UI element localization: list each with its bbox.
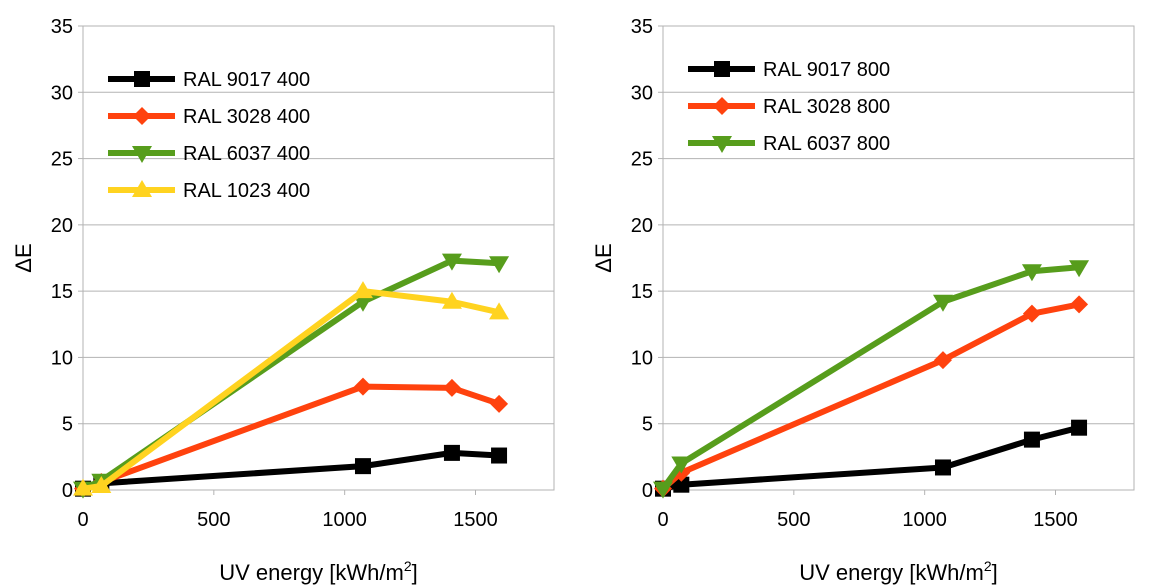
series-line: [660, 301, 1083, 492]
plot-frame: [662, 25, 1135, 491]
x-tick-label: 500: [777, 509, 810, 531]
y-tick-label: 15: [631, 281, 653, 303]
series-3: [653, 260, 1090, 499]
y-tick-label: 10: [631, 347, 653, 369]
x-tick-label: 0: [77, 509, 88, 531]
y-axis-title: ΔE: [591, 243, 616, 272]
series-line: [80, 449, 503, 492]
data-point: [932, 294, 953, 312]
x-axis-title: UV energy [kWh/m2]: [799, 558, 998, 585]
legend-swatch-marker: [713, 97, 731, 115]
data-point: [352, 294, 373, 312]
legend-label: RAL 9017 400: [183, 69, 310, 91]
data-point: [1069, 260, 1090, 278]
legend-label: RAL 3028 800: [763, 96, 890, 118]
data-point: [673, 476, 690, 493]
x-axis-title-sup: 2: [404, 558, 412, 574]
series-2: [654, 295, 1089, 498]
data-point: [671, 456, 692, 474]
legend-swatch-marker: [714, 61, 730, 77]
x-axis-title: UV energy [kWh/m2]: [219, 558, 418, 585]
data-point: [352, 281, 373, 299]
legend-swatch-marker: [134, 71, 150, 87]
data-point: [491, 447, 508, 464]
x-tick-label: 500: [197, 509, 230, 531]
data-point: [1021, 264, 1042, 282]
data-point: [441, 291, 462, 309]
legend-item: RAL 9017 400: [108, 69, 310, 91]
data-point: [933, 351, 952, 370]
y-tick-label: 35: [631, 16, 653, 38]
x-axis-title-end: ]: [412, 560, 418, 585]
legend-item: RAL 6037 800: [688, 133, 890, 155]
legend-item: RAL 9017 800: [688, 59, 890, 81]
legend-label: RAL 6037 800: [763, 133, 890, 155]
legend: RAL 9017 800 RAL 3028 800 RAL 6037 800: [688, 59, 890, 155]
data-point: [934, 459, 951, 476]
data-point: [653, 481, 673, 499]
data-point: [489, 302, 510, 320]
series-4: [73, 281, 510, 496]
x-tick-label: 1500: [453, 509, 498, 531]
y-tick-label: 25: [51, 149, 73, 171]
data-point: [1023, 431, 1040, 448]
y-tick-label: 0: [62, 480, 73, 502]
legend-item: RAL 6037 400: [108, 143, 310, 165]
chart-panel-1: 0 5 10 15 20 25 30 35 0 500 1000 1500 ΔE UV energy [k…: [11, 16, 555, 585]
x-axis-title-sup: 2: [984, 558, 992, 574]
y-tick-label: 25: [631, 149, 653, 171]
legend-item: RAL 3028 400: [108, 106, 310, 128]
plot-frame: [82, 25, 555, 491]
data-point: [441, 253, 462, 271]
x-axis-title-main: UV energy [kWh/m: [799, 560, 984, 585]
x-tick-label: 0: [657, 509, 668, 531]
x-tick-label: 1000: [902, 509, 947, 531]
y-tick-label: 10: [51, 347, 73, 369]
x-tick-label: 1500: [1033, 509, 1078, 531]
chart-panel-2: 0 5 10 15 20 25 30 35 0 500 1000 1500 ΔE UV energy [k…: [591, 16, 1135, 585]
legend-label: RAL 1023 400: [183, 180, 310, 202]
y-tick-label: 0: [642, 480, 653, 502]
legend: RAL 9017 400 RAL 3028 400 RAL 6037 400 RAL …: [108, 69, 310, 202]
y-tick-label: 35: [51, 16, 73, 38]
legend-label: RAL 3028 400: [183, 106, 310, 128]
x-axis-title-end: ]: [992, 560, 998, 585]
legend-swatch-marker: [133, 107, 151, 125]
legend-item: RAL 1023 400: [108, 180, 310, 202]
y-tick-label: 20: [51, 215, 73, 237]
data-point: [354, 458, 371, 475]
y-tick-label: 30: [51, 82, 73, 104]
data-point: [443, 444, 460, 461]
legend-item: RAL 3028 800: [688, 96, 890, 118]
data-point: [1071, 419, 1088, 436]
legend-swatch-marker: [132, 146, 152, 163]
legend-label: RAL 6037 400: [183, 143, 310, 165]
y-tick-label: 5: [62, 414, 73, 436]
y-axis-title: ΔE: [11, 243, 36, 272]
data-point: [73, 478, 93, 496]
data-point: [490, 394, 509, 413]
data-point: [1022, 304, 1041, 323]
legend-swatch-marker: [132, 180, 152, 197]
x-axis-title-main: UV energy [kWh/m: [219, 560, 404, 585]
data-point: [489, 256, 510, 274]
data-point: [91, 476, 112, 494]
data-point: [353, 377, 372, 396]
legend-swatch-marker: [712, 136, 732, 153]
y-tick-label: 5: [642, 414, 653, 436]
data-point: [442, 378, 461, 397]
y-tick-label: 20: [631, 215, 653, 237]
x-tick-label: 1000: [322, 509, 367, 531]
y-tick-label: 15: [51, 281, 73, 303]
data-point: [1070, 295, 1089, 314]
legend-label: RAL 9017 800: [763, 59, 890, 81]
y-tick-label: 30: [631, 82, 653, 104]
